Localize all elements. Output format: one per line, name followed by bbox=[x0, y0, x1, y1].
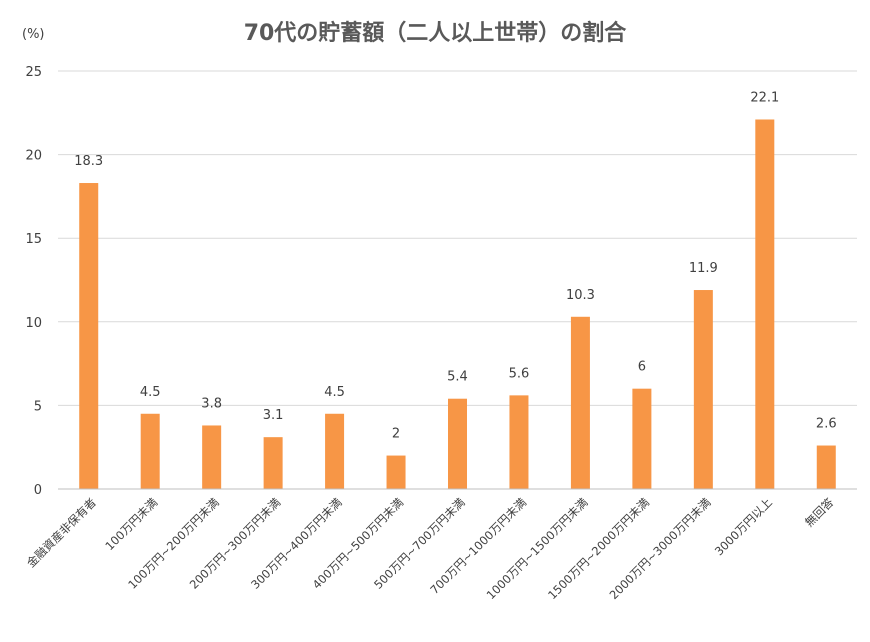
bar bbox=[755, 119, 775, 489]
data-label: 4.5 bbox=[324, 385, 345, 400]
category-label: 3000万円以上 bbox=[712, 495, 775, 558]
category-label: 2000万円~3000万円未満 bbox=[607, 495, 714, 602]
category-label: 無回答 bbox=[802, 495, 837, 530]
data-label: 5.6 bbox=[509, 366, 530, 381]
data-label: 2 bbox=[392, 427, 400, 442]
bar bbox=[816, 445, 836, 489]
data-label: 3.8 bbox=[201, 396, 222, 411]
data-label: 18.3 bbox=[74, 154, 103, 169]
bar bbox=[632, 388, 652, 489]
data-label: 3.1 bbox=[263, 408, 284, 423]
bar bbox=[570, 316, 590, 489]
y-tick-label: 20 bbox=[25, 149, 42, 164]
chart-title: 70代の貯蓄額（二人以上世帯）の割合 bbox=[244, 20, 628, 46]
y-tick-label: 15 bbox=[25, 232, 42, 247]
y-tick-label: 10 bbox=[25, 316, 42, 331]
data-label: 2.6 bbox=[816, 417, 837, 432]
bar bbox=[386, 455, 406, 489]
y-axis-ticks: 0 5 10 15 20 25 bbox=[25, 65, 42, 498]
y-tick-label: 0 bbox=[34, 483, 42, 498]
bar bbox=[509, 395, 529, 489]
bar bbox=[202, 425, 222, 489]
bar bbox=[325, 413, 345, 489]
data-label: 11.9 bbox=[689, 261, 718, 276]
category-label: 1500万円~2000万円未満 bbox=[545, 495, 652, 602]
data-labels: 18.3 4.5 3.8 3.1 4.5 2 5.4 5.6 10.3 6 11.9 22.1 2.6 bbox=[74, 90, 836, 441]
data-label: 10.3 bbox=[566, 288, 595, 303]
bar bbox=[263, 437, 283, 489]
data-label: 6 bbox=[638, 360, 646, 375]
x-axis-category-labels: 金融資産非保有者 100万円未満100万円~200万円未満200万円~300万円未… bbox=[24, 495, 837, 602]
y-tick-label: 5 bbox=[34, 399, 42, 414]
bars bbox=[79, 119, 836, 490]
bar bbox=[140, 413, 160, 489]
category-label: 金融資産非保有者 bbox=[24, 495, 99, 570]
data-label: 5.4 bbox=[447, 370, 468, 385]
bar bbox=[79, 183, 99, 490]
y-tick-label: 25 bbox=[25, 65, 42, 80]
gridlines bbox=[58, 70, 857, 406]
bar bbox=[448, 398, 467, 489]
data-label: 4.5 bbox=[140, 385, 161, 400]
bar bbox=[693, 290, 713, 489]
y-axis-unit-label: (%) bbox=[22, 27, 45, 42]
data-label: 22.1 bbox=[750, 90, 779, 105]
category-label: 100万円未満 bbox=[102, 495, 160, 553]
category-label: 1000万円~1500万円未満 bbox=[484, 495, 591, 602]
